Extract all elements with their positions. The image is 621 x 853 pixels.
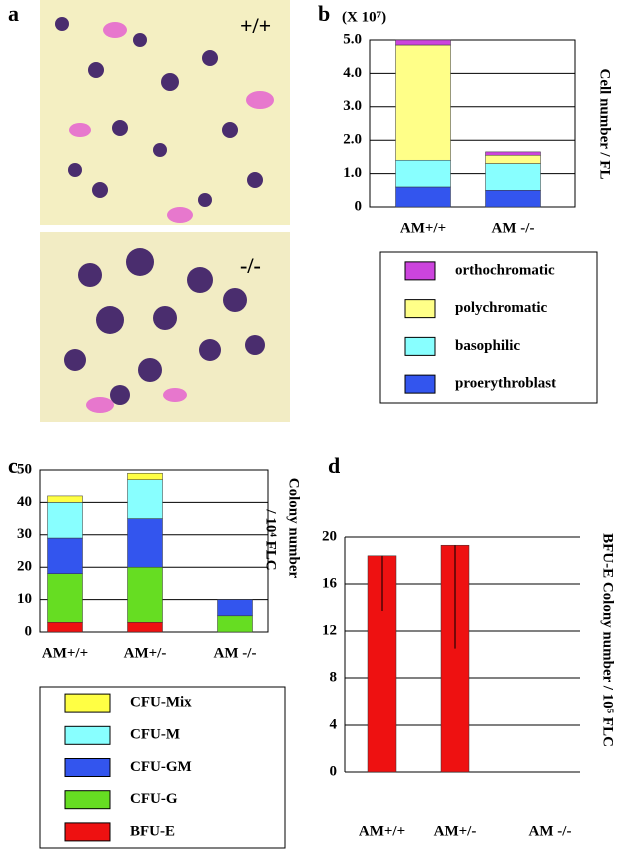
legend-swatch bbox=[64, 693, 111, 713]
y-axis-label: Colony number bbox=[286, 478, 302, 579]
bar-segment bbox=[217, 615, 253, 633]
y-tick-label: 10 bbox=[17, 591, 32, 607]
y-tick-label: 50 bbox=[17, 461, 32, 477]
legend-label: proerythroblast bbox=[455, 376, 556, 392]
rbc bbox=[69, 22, 274, 413]
panel-label: a bbox=[8, 1, 19, 26]
legend-swatch bbox=[404, 299, 436, 319]
panel-label: d bbox=[328, 453, 340, 478]
legend-box bbox=[379, 251, 598, 404]
legend-swatch bbox=[404, 336, 436, 356]
x-tick-label: AM -/- bbox=[529, 823, 572, 839]
y-tick-label: 1.0 bbox=[343, 165, 362, 181]
y-tick-label: 40 bbox=[17, 494, 32, 510]
bar-segment bbox=[395, 39, 451, 46]
legend-label: BFU-E bbox=[130, 823, 175, 839]
y-tick-label: 4 bbox=[330, 716, 338, 732]
bar-segment bbox=[127, 566, 163, 623]
y-axis-label: / 10⁴ FLC bbox=[263, 508, 279, 570]
y-axis-label: BFU-E Colony number / 10⁵ FLC bbox=[600, 533, 616, 747]
panel-label: c bbox=[8, 453, 18, 478]
y-tick-label: 5.0 bbox=[343, 31, 362, 47]
bar-segment bbox=[395, 186, 451, 208]
y-tick-label: 8 bbox=[330, 669, 338, 685]
bar-segment bbox=[485, 190, 541, 208]
bar-segment bbox=[485, 163, 541, 191]
legend-swatch bbox=[404, 261, 436, 281]
y-tick-label: 0 bbox=[25, 623, 33, 639]
y-tick-label: 20 bbox=[322, 528, 337, 544]
y-tick-label: 20 bbox=[17, 559, 32, 575]
y-tick-label: 3.0 bbox=[343, 98, 362, 114]
bar-segment bbox=[127, 518, 163, 568]
y-tick-label: 2.0 bbox=[343, 132, 362, 148]
x-tick-label: AM+/+ bbox=[42, 645, 88, 661]
x-tick-label: AM+/- bbox=[434, 823, 477, 839]
bar-segment bbox=[47, 573, 83, 623]
bar-segment bbox=[395, 44, 451, 161]
y-tick-label: 30 bbox=[17, 526, 32, 542]
panel-label: b bbox=[318, 1, 330, 26]
legend-label: polychromatic bbox=[455, 300, 548, 316]
micrograph: a +/+ -/- bbox=[8, 0, 290, 422]
y-tick-label: 0 bbox=[330, 763, 338, 779]
x-tick-label: AM -/- bbox=[214, 645, 257, 661]
plot-frame bbox=[369, 39, 576, 208]
bar-segment bbox=[395, 159, 451, 188]
legend-label: CFU-G bbox=[130, 791, 178, 807]
unit-label: (X 10⁷) bbox=[342, 9, 386, 25]
bar-segment bbox=[47, 495, 83, 503]
micrograph-top bbox=[40, 0, 290, 225]
legend-box bbox=[39, 686, 286, 849]
bar-segment bbox=[47, 502, 83, 539]
legend-label: CFU-GM bbox=[130, 759, 192, 775]
y-tick-label: 12 bbox=[322, 622, 337, 638]
bar-segment bbox=[47, 622, 83, 633]
bar-segment bbox=[485, 151, 541, 156]
legend-swatch bbox=[64, 822, 111, 842]
x-tick-label: AM -/- bbox=[492, 220, 535, 236]
y-tick-label: 4.0 bbox=[343, 65, 362, 81]
legend-swatch bbox=[404, 374, 436, 394]
legend-label: orthochromatic bbox=[455, 262, 555, 278]
bar-segment bbox=[127, 479, 163, 519]
legend-label: CFU-M bbox=[130, 727, 180, 743]
genotype-label: -/- bbox=[240, 253, 261, 278]
bar-segment bbox=[485, 154, 541, 164]
legend-label: CFU-Mix bbox=[130, 695, 192, 711]
bar-segment bbox=[47, 537, 83, 574]
x-tick-label: AM+/+ bbox=[359, 823, 405, 839]
y-tick-label: 16 bbox=[322, 575, 338, 591]
legend-swatch bbox=[64, 790, 111, 810]
genotype-label: +/+ bbox=[240, 13, 271, 38]
bar-segment bbox=[217, 599, 253, 617]
y-axis-label: Cell number / FL bbox=[597, 69, 613, 180]
legend-swatch bbox=[64, 758, 111, 777]
legend-label: basophilic bbox=[455, 338, 520, 354]
x-tick-label: AM+/- bbox=[124, 645, 167, 661]
bar-segment bbox=[127, 622, 163, 633]
bar-segment bbox=[127, 472, 163, 480]
x-tick-label: AM+/+ bbox=[400, 220, 446, 236]
y-tick-label: 0 bbox=[355, 198, 363, 214]
cells bbox=[55, 17, 265, 405]
legend-swatch bbox=[64, 725, 111, 745]
